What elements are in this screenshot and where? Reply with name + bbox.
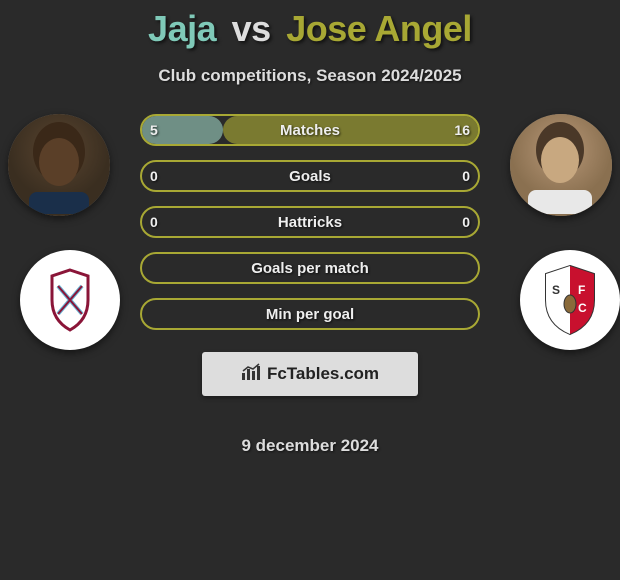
- stat-value-left: 0: [150, 168, 158, 184]
- stat-value-right: 0: [462, 214, 470, 230]
- player2-silhouette: [510, 114, 612, 216]
- svg-text:F: F: [578, 283, 585, 297]
- vs-text: vs: [232, 8, 271, 49]
- stat-fill-right: [223, 116, 478, 144]
- stat-value-right: 16: [454, 122, 470, 138]
- stat-value-right: 0: [462, 168, 470, 184]
- player1-name: Jaja: [148, 8, 216, 49]
- player2-name: Jose Angel: [286, 8, 472, 49]
- stat-label: Goals per match: [251, 260, 369, 277]
- player1-photo: [8, 114, 110, 216]
- stat-row-min-per-goal: Min per goal: [140, 298, 480, 330]
- stat-row-hattricks: 0 Hattricks 0: [140, 206, 480, 238]
- comparison-area: S F C 5 Matches 16 0 Goals 0 0 Hattricks 0 Goals …: [0, 114, 620, 374]
- stat-row-goals: 0 Goals 0: [140, 160, 480, 192]
- date-text: 9 december 2024: [0, 436, 620, 456]
- watermark-text: FcTables.com: [267, 364, 379, 384]
- stat-row-matches: 5 Matches 16: [140, 114, 480, 146]
- stat-label: Hattricks: [278, 214, 342, 231]
- stat-value-left: 0: [150, 214, 158, 230]
- stat-label: Goals: [289, 168, 331, 185]
- watermark: FcTables.com: [202, 352, 418, 396]
- subtitle: Club competitions, Season 2024/2025: [0, 66, 620, 86]
- player1-silhouette: [8, 114, 110, 216]
- player2-photo: [510, 114, 612, 216]
- club1-logo: [20, 250, 120, 350]
- svg-text:C: C: [578, 301, 587, 315]
- club2-logo: S F C: [520, 250, 620, 350]
- stat-label: Min per goal: [266, 306, 354, 323]
- comparison-title: Jaja vs Jose Angel: [0, 0, 620, 50]
- stat-value-left: 5: [150, 122, 158, 138]
- chart-icon: [241, 363, 263, 386]
- stat-row-goals-per-match: Goals per match: [140, 252, 480, 284]
- svg-text:S: S: [552, 283, 560, 297]
- stat-label: Matches: [280, 122, 340, 139]
